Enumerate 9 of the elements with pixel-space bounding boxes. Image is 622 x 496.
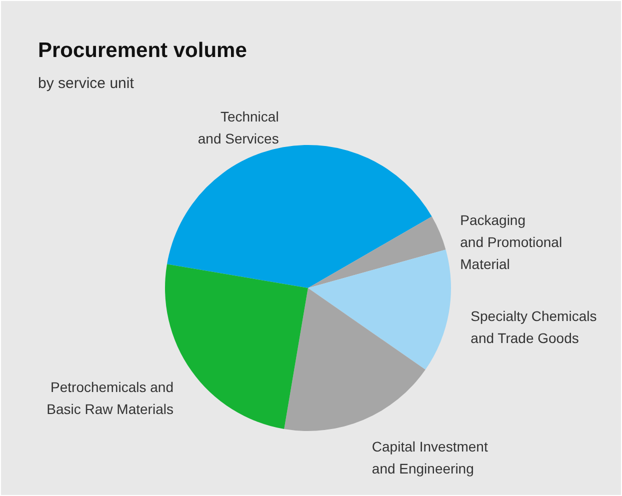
slice-label: Technical and Services (198, 108, 279, 147)
slice-label: Specialty Chemicals and Trade Goods (470, 308, 597, 346)
chart-title: Procurement volume (38, 39, 247, 62)
chart-subtitle: by service unit (38, 75, 135, 92)
slice-label: Petrochemicals and Basic Raw Materials (46, 379, 174, 418)
slice-label: Capital Investment and Engineering (372, 438, 488, 476)
slice-label: Packaging and Promotional Material (460, 212, 562, 272)
pie-slice (167, 145, 432, 288)
pie-slice (308, 250, 451, 370)
